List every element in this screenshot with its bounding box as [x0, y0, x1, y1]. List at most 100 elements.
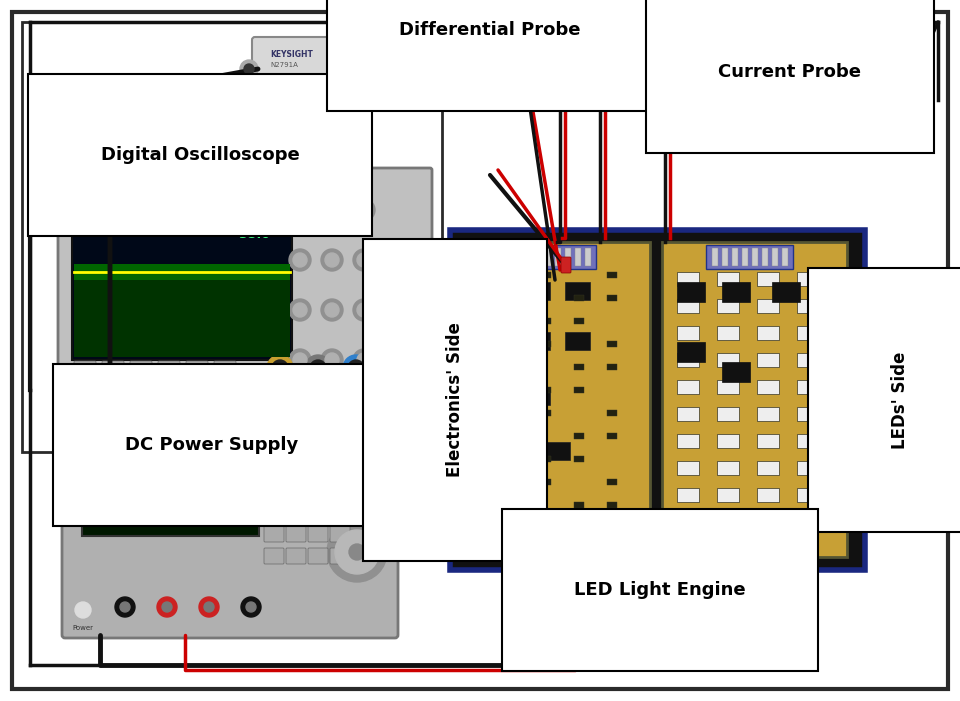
Circle shape: [325, 203, 339, 217]
FancyBboxPatch shape: [797, 488, 819, 502]
FancyBboxPatch shape: [677, 353, 699, 367]
FancyBboxPatch shape: [722, 362, 750, 382]
Circle shape: [310, 360, 326, 376]
Circle shape: [343, 355, 369, 381]
FancyBboxPatch shape: [757, 353, 779, 367]
FancyBboxPatch shape: [797, 326, 819, 340]
FancyBboxPatch shape: [717, 407, 739, 421]
FancyBboxPatch shape: [308, 548, 328, 564]
FancyBboxPatch shape: [565, 282, 590, 300]
FancyBboxPatch shape: [286, 504, 306, 520]
Text: LEDs' Side: LEDs' Side: [891, 351, 909, 449]
FancyBboxPatch shape: [475, 295, 485, 301]
FancyBboxPatch shape: [330, 526, 350, 542]
Circle shape: [267, 355, 293, 381]
FancyBboxPatch shape: [264, 548, 284, 564]
FancyBboxPatch shape: [525, 282, 550, 300]
FancyBboxPatch shape: [545, 248, 551, 266]
Circle shape: [391, 365, 397, 371]
FancyBboxPatch shape: [757, 434, 779, 448]
Text: Power: Power: [73, 625, 93, 631]
Circle shape: [353, 349, 375, 371]
FancyBboxPatch shape: [130, 361, 152, 375]
FancyBboxPatch shape: [508, 410, 518, 416]
FancyBboxPatch shape: [565, 248, 571, 266]
Circle shape: [357, 203, 371, 217]
Circle shape: [240, 60, 258, 78]
FancyBboxPatch shape: [508, 272, 518, 278]
Text: Current Probe: Current Probe: [718, 63, 861, 81]
FancyBboxPatch shape: [475, 502, 485, 508]
FancyBboxPatch shape: [757, 326, 779, 340]
Circle shape: [293, 253, 307, 267]
FancyBboxPatch shape: [74, 264, 290, 280]
Text: Keysight  InfiniiVision: Keysight InfiniiVision: [72, 177, 176, 186]
FancyBboxPatch shape: [757, 461, 779, 475]
FancyBboxPatch shape: [717, 299, 739, 313]
Circle shape: [353, 365, 359, 371]
FancyBboxPatch shape: [797, 407, 819, 421]
Text: 2500: 2500: [95, 480, 155, 504]
FancyBboxPatch shape: [607, 410, 617, 416]
Circle shape: [325, 353, 339, 367]
Circle shape: [199, 597, 219, 617]
FancyBboxPatch shape: [214, 361, 236, 375]
FancyBboxPatch shape: [508, 433, 518, 439]
FancyBboxPatch shape: [732, 248, 738, 266]
Circle shape: [289, 199, 311, 221]
FancyBboxPatch shape: [330, 504, 350, 520]
FancyBboxPatch shape: [555, 248, 561, 266]
Circle shape: [289, 299, 311, 321]
FancyBboxPatch shape: [515, 248, 521, 266]
FancyBboxPatch shape: [574, 433, 584, 439]
FancyBboxPatch shape: [74, 361, 96, 375]
FancyBboxPatch shape: [286, 548, 306, 564]
FancyBboxPatch shape: [74, 272, 290, 357]
FancyBboxPatch shape: [82, 469, 259, 536]
Circle shape: [325, 253, 339, 267]
Circle shape: [724, 111, 736, 123]
FancyBboxPatch shape: [574, 456, 584, 462]
FancyBboxPatch shape: [782, 248, 788, 266]
FancyBboxPatch shape: [525, 332, 550, 350]
Circle shape: [325, 303, 339, 317]
Circle shape: [244, 64, 254, 74]
FancyBboxPatch shape: [662, 242, 847, 557]
FancyBboxPatch shape: [535, 248, 541, 266]
FancyBboxPatch shape: [757, 515, 779, 529]
FancyBboxPatch shape: [677, 488, 699, 502]
Circle shape: [305, 355, 331, 381]
FancyBboxPatch shape: [508, 479, 518, 485]
FancyBboxPatch shape: [158, 361, 180, 375]
FancyBboxPatch shape: [264, 526, 284, 542]
FancyBboxPatch shape: [677, 515, 699, 529]
FancyBboxPatch shape: [330, 548, 350, 564]
FancyBboxPatch shape: [772, 248, 778, 266]
FancyBboxPatch shape: [706, 245, 793, 269]
FancyBboxPatch shape: [485, 282, 510, 300]
Circle shape: [157, 597, 177, 617]
FancyBboxPatch shape: [541, 318, 551, 324]
Text: Differential Probe: Differential Probe: [399, 21, 581, 39]
Circle shape: [348, 360, 364, 376]
Circle shape: [293, 203, 307, 217]
Text: V: V: [173, 483, 184, 501]
FancyBboxPatch shape: [465, 242, 650, 557]
FancyBboxPatch shape: [286, 526, 306, 542]
FancyBboxPatch shape: [574, 525, 584, 531]
Text: DC Power Supply: DC Power Supply: [126, 436, 299, 454]
FancyBboxPatch shape: [677, 299, 699, 313]
FancyBboxPatch shape: [677, 407, 699, 421]
FancyBboxPatch shape: [541, 525, 551, 531]
Text: LED Light Engine: LED Light Engine: [574, 581, 746, 599]
FancyBboxPatch shape: [757, 272, 779, 286]
FancyBboxPatch shape: [485, 332, 510, 350]
FancyBboxPatch shape: [677, 342, 705, 362]
FancyBboxPatch shape: [264, 504, 284, 520]
FancyBboxPatch shape: [565, 332, 590, 350]
Circle shape: [321, 199, 343, 221]
FancyBboxPatch shape: [72, 205, 292, 360]
FancyBboxPatch shape: [485, 387, 510, 405]
Circle shape: [327, 522, 387, 582]
FancyBboxPatch shape: [475, 364, 485, 370]
